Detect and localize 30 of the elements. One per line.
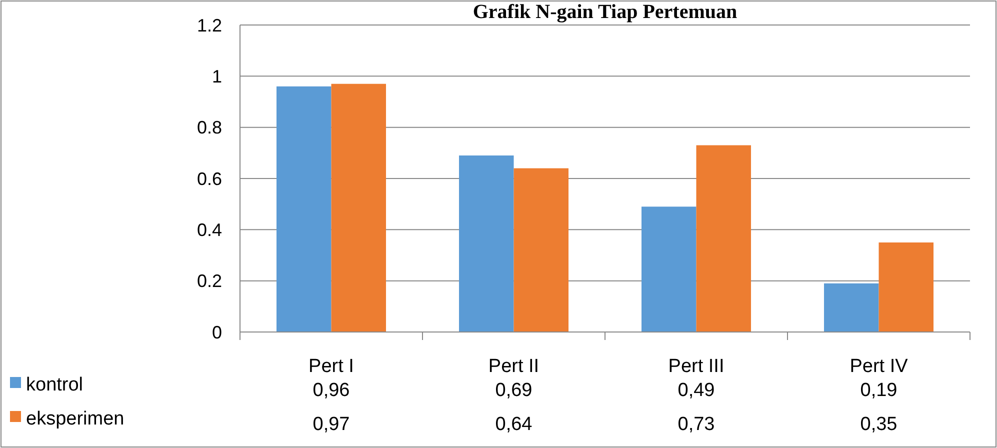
bar — [459, 155, 514, 332]
bar — [331, 84, 386, 332]
data-label: 0,96 — [312, 380, 350, 401]
bar — [276, 86, 332, 332]
y-tick-label: 0.2 — [196, 271, 222, 292]
x-tick-label: Pert I — [308, 356, 354, 377]
y-tick-label: 0.8 — [196, 118, 222, 138]
legend-label: eksperimen — [26, 408, 124, 430]
data-label: 0,69 — [495, 380, 532, 401]
bar — [878, 242, 934, 332]
data-label: 0,19 — [860, 380, 898, 401]
x-tick-label: Pert III — [668, 356, 724, 377]
y-tick-label: 0 — [212, 322, 222, 342]
bar — [642, 206, 696, 332]
data-label: 0,97 — [312, 414, 350, 435]
y-tick-label: 1.2 — [196, 15, 222, 36]
x-tick-label: Pert IV — [850, 356, 908, 377]
data-label: 0,49 — [678, 380, 715, 401]
bar — [824, 283, 879, 332]
data-label: 0,35 — [860, 414, 898, 435]
data-label: 0,73 — [678, 414, 715, 435]
y-tick-label: 0.4 — [196, 220, 222, 240]
x-tick-label: Pert II — [488, 356, 540, 377]
y-tick-label: 1 — [212, 66, 222, 86]
chart-title: Grafik N-gain Tiap Pertemuan — [472, 1, 738, 23]
bar — [696, 145, 751, 332]
legend-label: kontrol — [26, 374, 84, 396]
data-label: 0,64 — [495, 414, 533, 435]
bar — [514, 168, 568, 332]
y-tick-label: 0.6 — [196, 168, 222, 189]
